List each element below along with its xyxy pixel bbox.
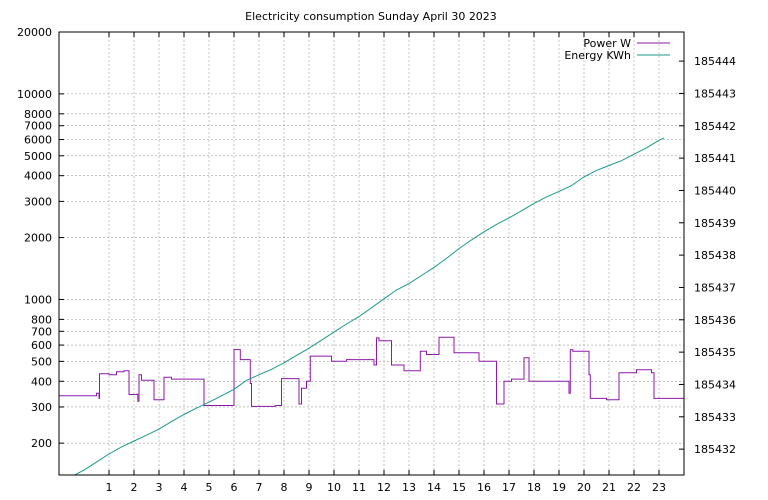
y-right-tick-label: 185434 [694, 378, 736, 391]
y-right-tick-label: 185433 [694, 411, 736, 424]
y-left-tick-label: 1000 [24, 293, 52, 306]
legend-label-energy: Energy KWh [564, 49, 631, 62]
y-left-tick-label: 8000 [24, 108, 52, 121]
x-tick-label: 22 [627, 481, 641, 494]
x-tick-label: 9 [306, 481, 313, 494]
x-tick-label: 8 [281, 481, 288, 494]
y-left-tick-label: 800 [31, 313, 52, 326]
x-tick-label: 21 [602, 481, 616, 494]
x-tick-label: 12 [377, 481, 391, 494]
y-right-tick-label: 185440 [694, 184, 736, 197]
x-tick-label: 13 [402, 481, 416, 494]
series-layer [59, 137, 684, 475]
y-left-tick-label: 600 [31, 339, 52, 352]
y-right-tick-label: 185439 [694, 217, 736, 230]
y-right-tick-label: 185443 [694, 87, 736, 100]
x-tick-label: 17 [502, 481, 516, 494]
plot-frame [58, 31, 685, 476]
x-tick-label: 3 [156, 481, 163, 494]
grid-lines [59, 31, 684, 475]
y-left-tick-label: 3000 [24, 195, 52, 208]
x-tick-label: 10 [327, 481, 341, 494]
x-tick-label: 5 [206, 481, 213, 494]
x-tick-label: 6 [231, 481, 238, 494]
series-line-power [59, 336, 684, 407]
y-left-tick-label: 700 [31, 325, 52, 338]
series-line-energy [73, 137, 665, 475]
y-right-tick-label: 185435 [694, 346, 736, 359]
y-left-tick-label: 400 [31, 375, 52, 388]
x-tick-label: 2 [131, 481, 138, 494]
x-tick-label: 23 [652, 481, 666, 494]
y-left-tick-label: 300 [31, 401, 52, 414]
y-right-tick-label: 185438 [694, 249, 736, 262]
x-tick-label: 19 [552, 481, 566, 494]
axes: 1 2 3 4 5 6 7 8 9 10 11 12 13 14 15 16 17 18 19 20 21 22 23200… [17, 26, 736, 494]
chart-title: Electricity consumption Sunday April 30 … [245, 10, 497, 23]
y-right-tick-label: 185442 [694, 120, 736, 133]
y-right-tick-label: 185432 [694, 443, 736, 456]
y-left-tick-label: 20000 [17, 26, 52, 39]
legend-label-power: Power W [583, 37, 631, 50]
x-tick-label: 11 [352, 481, 366, 494]
y-left-tick-label: 4000 [24, 170, 52, 183]
y-left-tick-label: 6000 [24, 133, 52, 146]
y-left-tick-label: 5000 [24, 150, 52, 163]
y-left-tick-label: 7000 [24, 120, 52, 133]
x-tick-label: 1 [106, 481, 113, 494]
x-tick-label: 18 [527, 481, 541, 494]
x-tick-label: 20 [577, 481, 591, 494]
y-right-tick-label: 185436 [694, 314, 736, 327]
x-tick-label: 15 [452, 481, 466, 494]
y-left-tick-label: 10000 [17, 88, 52, 101]
y-left-tick-label: 200 [31, 437, 52, 450]
y-left-tick-label: 2000 [24, 232, 52, 245]
y-right-tick-label: 185444 [694, 55, 736, 68]
y-right-tick-label: 185441 [694, 152, 736, 165]
x-tick-label: 16 [477, 481, 491, 494]
x-tick-label: 4 [181, 481, 188, 494]
x-tick-label: 7 [256, 481, 263, 494]
y-right-tick-label: 185437 [694, 281, 736, 294]
x-tick-label: 14 [427, 481, 441, 494]
y-left-tick-label: 500 [31, 355, 52, 368]
